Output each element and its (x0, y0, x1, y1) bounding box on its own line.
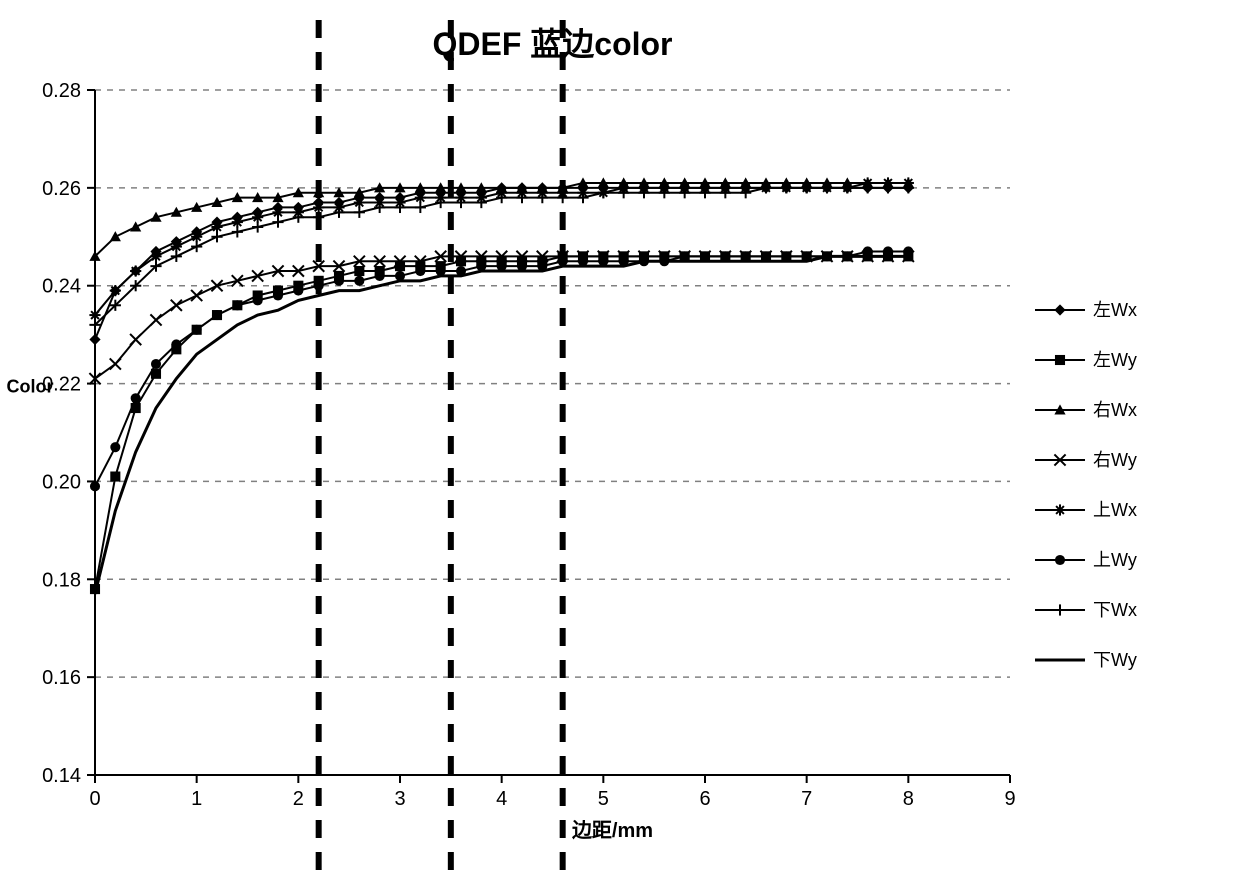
svg-text:3: 3 (394, 788, 405, 810)
svg-text:0.20: 0.20 (42, 471, 81, 493)
svg-text:上Wx: 上Wx (1093, 500, 1137, 520)
chart-container: 0.140.160.180.200.220.240.260.2801234567… (0, 0, 1240, 877)
svg-text:Color: Color (7, 377, 54, 397)
chart-svg: 0.140.160.180.200.220.240.260.2801234567… (0, 0, 1240, 877)
svg-text:6: 6 (699, 788, 710, 810)
svg-text:0.24: 0.24 (42, 276, 81, 298)
svg-text:右Wx: 右Wx (1093, 400, 1137, 420)
svg-text:上Wy: 上Wy (1093, 550, 1137, 570)
svg-text:0.14: 0.14 (42, 765, 81, 787)
svg-text:0.18: 0.18 (42, 569, 81, 591)
svg-text:9: 9 (1004, 788, 1015, 810)
svg-text:左Wy: 左Wy (1093, 350, 1137, 370)
svg-text:0.16: 0.16 (42, 667, 81, 689)
svg-text:下Wx: 下Wx (1093, 600, 1137, 620)
svg-text:2: 2 (293, 788, 304, 810)
svg-text:QDEF 蓝边color: QDEF 蓝边color (432, 26, 672, 62)
svg-text:下Wy: 下Wy (1093, 650, 1137, 670)
svg-text:7: 7 (801, 788, 812, 810)
svg-text:0: 0 (89, 788, 100, 810)
svg-text:左Wx: 左Wx (1093, 300, 1137, 320)
svg-text:0.28: 0.28 (42, 80, 81, 102)
svg-text:0.26: 0.26 (42, 178, 81, 200)
svg-text:4: 4 (496, 788, 507, 810)
svg-text:边距/mm: 边距/mm (571, 819, 653, 842)
svg-text:5: 5 (598, 788, 609, 810)
svg-text:右Wy: 右Wy (1093, 450, 1137, 470)
svg-text:8: 8 (903, 788, 914, 810)
svg-text:1: 1 (191, 788, 202, 810)
